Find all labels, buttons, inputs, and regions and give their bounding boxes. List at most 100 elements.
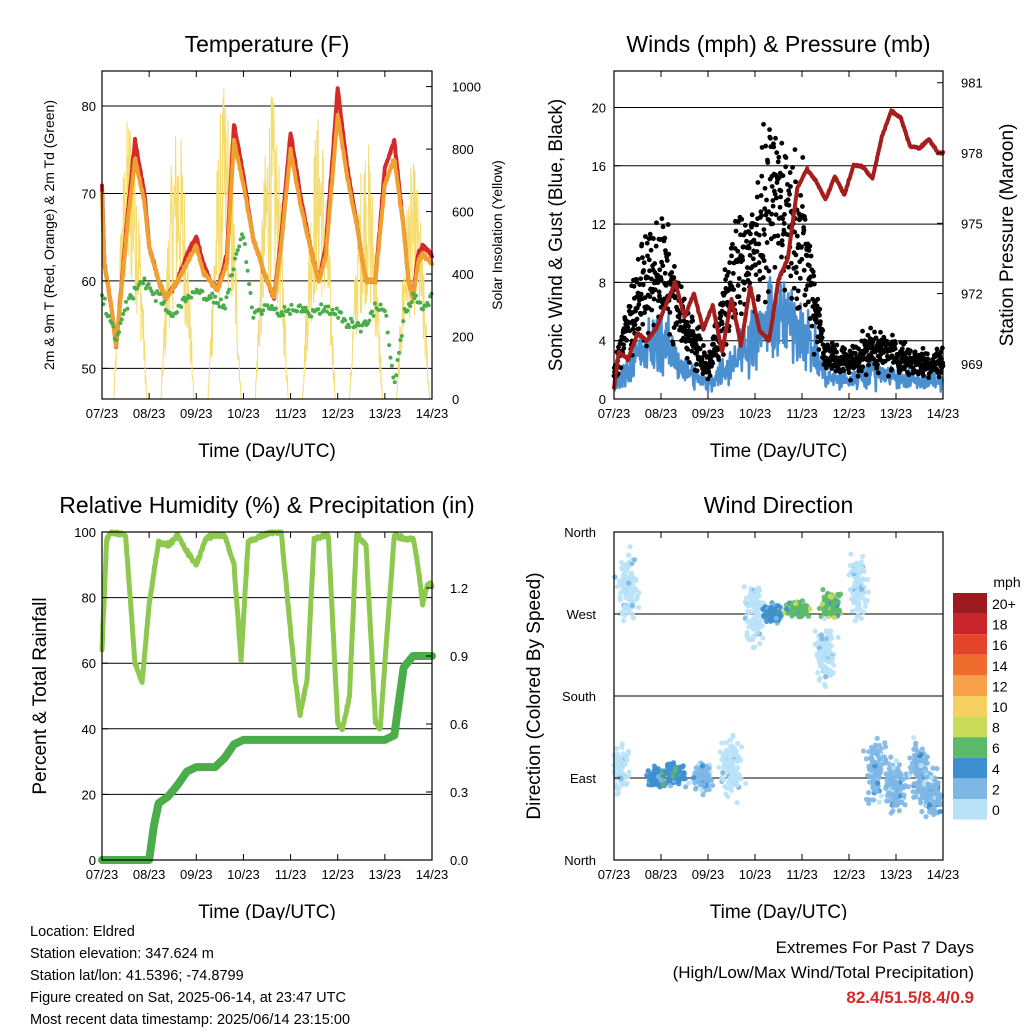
wind-direction-point (888, 771, 894, 777)
wind-direction-point (629, 602, 635, 609)
gust-point (804, 253, 810, 259)
dewpoint-point (221, 303, 226, 308)
dewpoint-point (389, 363, 394, 368)
x-axis-label: Time (Day/UTC) (710, 441, 848, 462)
wind-direction-point (891, 785, 898, 791)
gust-point (762, 299, 768, 305)
legend-label: 20+ (992, 596, 1016, 612)
wind-direction-point (734, 782, 740, 788)
wind-direction-point (823, 627, 829, 634)
gust-point (651, 236, 656, 241)
gust-point (787, 191, 792, 197)
wind-direction-point (870, 797, 877, 803)
y2-tick-label: 800 (452, 142, 474, 157)
gust-point (763, 143, 769, 149)
wind-direction-point (911, 781, 917, 787)
dewpoint-point (309, 314, 314, 319)
wind-direction-point (886, 790, 892, 796)
wind-direction-point (731, 774, 737, 780)
wind-direction-point (863, 796, 870, 802)
x-axis-label: Time (Day/UTC) (198, 902, 336, 920)
wind-direction-point (768, 612, 775, 618)
gust-point (641, 268, 647, 273)
temperature-panel: 07/23 08/23 09/23 10/23 11/23 12/23 13/23 14/23… (41, 31, 505, 462)
wind-direction-point (617, 594, 623, 600)
wind-direction-point (816, 656, 822, 662)
wind-direction-point (923, 755, 929, 761)
dewpoint-point (237, 244, 242, 249)
wind-direction-point (935, 780, 941, 786)
solar-insolation-line (113, 121, 148, 400)
gust-point (865, 332, 871, 338)
wind-direction-point (804, 611, 810, 617)
wind-direction-point (636, 604, 642, 611)
gust-point (759, 213, 764, 219)
wind-direction-point (858, 615, 864, 622)
gust-point (795, 288, 801, 294)
gust-point (753, 272, 759, 278)
wind-direction-point (748, 590, 755, 596)
wind-direction-point (783, 602, 789, 608)
dewpoint-point (174, 310, 179, 315)
wind-direction-point (855, 576, 861, 582)
y-axis-label: Percent & Total Rainfall (30, 597, 51, 794)
wind-direction-point (750, 625, 756, 631)
gust-point (800, 155, 806, 160)
gust-point (651, 296, 657, 302)
wind-direction-point (653, 780, 659, 786)
gust-point (860, 364, 866, 370)
wind-direction-point (936, 796, 942, 803)
x-tick-label: 07/23 (598, 406, 631, 421)
legend-swatch (953, 778, 987, 799)
wind-direction-point (681, 772, 687, 778)
wind-direction-point (910, 789, 916, 795)
station-elevation: Station elevation: 347.624 m (30, 946, 214, 962)
gust-point (799, 244, 804, 250)
wind-direction-point (866, 749, 872, 755)
wind-direction-point (859, 576, 865, 582)
gust-point (788, 273, 794, 279)
wind-direction-point (900, 783, 907, 789)
wind-direction-point (825, 647, 831, 654)
dewpoint-point (114, 337, 119, 342)
gust-point (672, 264, 677, 269)
wind-direction-point (882, 759, 888, 765)
gust-point (917, 358, 923, 364)
gust-point (747, 280, 753, 286)
dewpoint-point (162, 299, 167, 304)
wind-direction-point (822, 683, 829, 690)
wind-direction-point (629, 591, 635, 597)
gust-point (630, 326, 636, 332)
gust-point (779, 140, 785, 146)
wind-direction-point (884, 780, 890, 786)
humidity-precip-panel: 07/23 08/23 09/23 10/23 11/23 12/23 13/23 14/23… (30, 492, 475, 920)
wind-direction-point (723, 791, 729, 797)
figure-created: Figure created on Sat, 2025-06-14, at 23… (30, 990, 346, 1006)
dewpoint-point (288, 311, 293, 316)
wind-direction-point (922, 759, 929, 765)
dewpoint-point (372, 301, 377, 306)
dewpoint-point (215, 301, 220, 306)
dewpoint-point (121, 312, 126, 317)
dewpoint-point (347, 324, 352, 329)
y-axis-label: Direction (Colored By Speed) (524, 572, 545, 819)
wind-direction-point (618, 759, 624, 765)
gust-point (694, 349, 700, 355)
gust-point (742, 222, 748, 228)
wind-direction-point (917, 779, 923, 785)
x-tick-label: 12/23 (833, 406, 866, 421)
gust-point (727, 280, 733, 286)
dewpoint-point (141, 281, 146, 286)
dewpoint-point (248, 291, 253, 296)
wind-direction-point (700, 792, 706, 798)
gust-point (656, 289, 662, 295)
dewpoint-point (316, 307, 321, 312)
y-axis-label: 2m & 9m T (Red, Orange) & 2m Td (Green) (41, 100, 57, 370)
meteogram-figure: 07/23 08/23 09/23 10/23 11/23 12/23 13/23 14/23… (30, 31, 1021, 920)
gust-point (773, 135, 778, 141)
dewpoint-point (224, 295, 229, 300)
gust-point (890, 332, 895, 338)
gust-point (667, 309, 673, 315)
gust-point (727, 260, 733, 266)
gust-point (756, 232, 762, 238)
